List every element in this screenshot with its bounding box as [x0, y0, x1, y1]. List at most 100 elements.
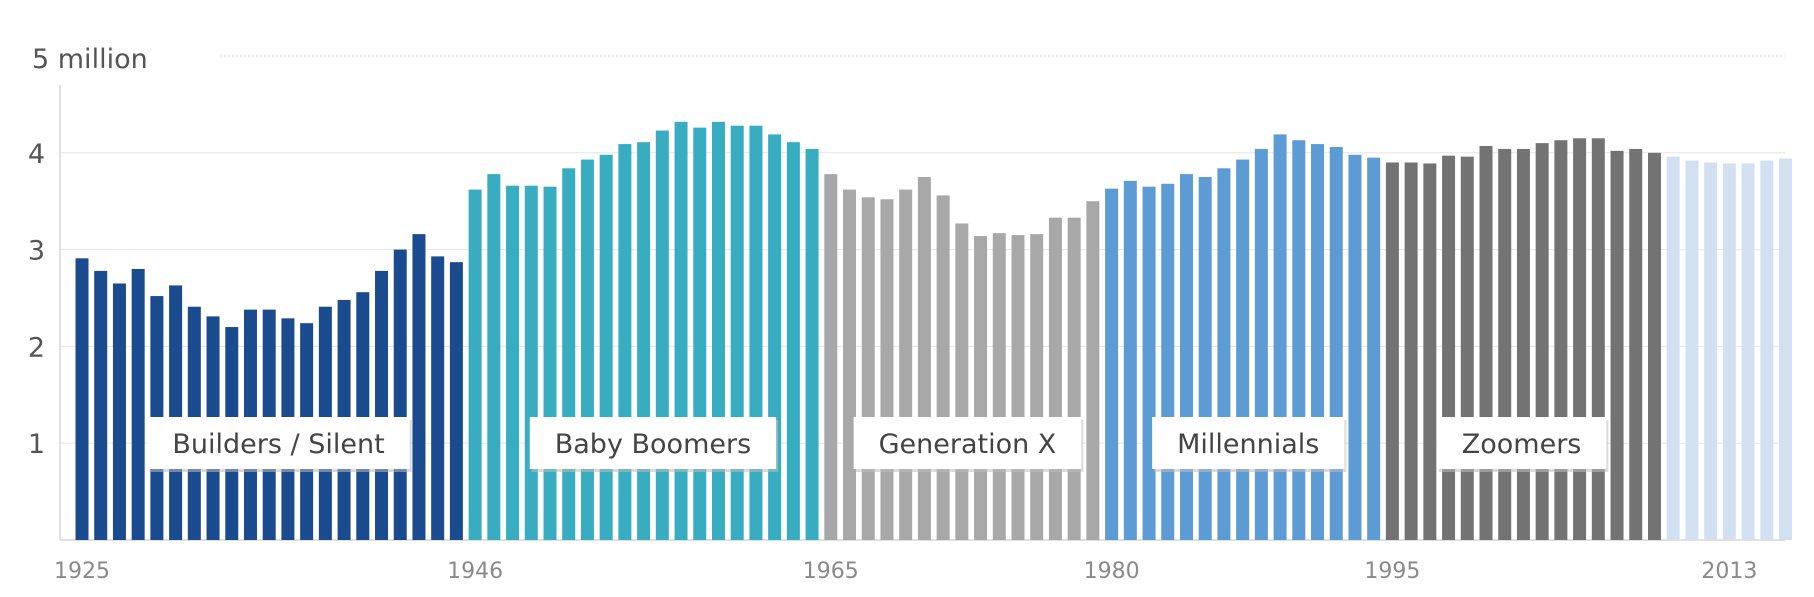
bar — [693, 127, 707, 540]
bar — [1123, 180, 1137, 540]
bar — [917, 177, 931, 540]
bar — [936, 195, 950, 540]
bar — [655, 130, 669, 541]
bar — [618, 144, 632, 540]
y-tick-label: 1 — [28, 429, 45, 460]
bar — [1610, 150, 1624, 541]
generation-label-box — [1436, 417, 1607, 469]
bar — [749, 125, 763, 540]
generation-label: Zoomers — [1436, 417, 1609, 472]
bar — [524, 185, 538, 540]
bar — [1198, 177, 1212, 540]
generation-label-box — [147, 417, 410, 469]
bar — [674, 121, 688, 540]
bar — [1760, 160, 1774, 541]
generation-label-box — [853, 417, 1082, 469]
generation-label-box — [1152, 417, 1345, 469]
bar — [1367, 157, 1381, 540]
bar — [356, 292, 370, 540]
bar — [393, 249, 407, 540]
bar — [711, 121, 725, 540]
bar — [1704, 162, 1718, 541]
generation-labels: Builders / Silent Baby Boomers Generation … — [147, 417, 1609, 472]
bar — [1722, 163, 1736, 540]
bar — [1161, 183, 1175, 540]
bar — [449, 262, 463, 540]
bar — [1179, 174, 1193, 540]
x-tick-label: 1965 — [803, 559, 859, 584]
bar — [1629, 148, 1643, 540]
bar — [1516, 148, 1530, 540]
bar — [131, 268, 145, 540]
bar — [768, 134, 782, 540]
bar — [1142, 186, 1156, 540]
bar — [1048, 217, 1062, 540]
bar — [1030, 234, 1044, 541]
bar — [974, 236, 988, 541]
bar — [1573, 138, 1587, 540]
generation-label: Millennials — [1152, 417, 1347, 472]
bar — [1647, 152, 1661, 541]
bar — [1236, 159, 1250, 540]
bar — [1385, 162, 1399, 541]
bar — [786, 142, 800, 540]
bar — [468, 189, 482, 540]
y-unit-label: 5 million — [32, 44, 148, 75]
bar — [1292, 140, 1306, 540]
generation-label-text: Zoomers — [1462, 429, 1582, 460]
bar — [75, 258, 89, 540]
bar — [1329, 146, 1343, 541]
bar — [1273, 134, 1287, 540]
y-tick-labels: 1 2 3 4 — [28, 139, 45, 460]
bar — [1105, 188, 1119, 540]
x-tick-label: 2013 — [1701, 559, 1757, 584]
bar — [412, 234, 426, 541]
bar — [1311, 144, 1325, 540]
bars — [75, 121, 1793, 541]
bar — [955, 223, 969, 540]
generation-label: Generation X — [853, 417, 1084, 472]
bar — [599, 154, 613, 541]
bar — [506, 185, 520, 540]
bar — [1498, 148, 1512, 540]
generation-label: Builders / Silent — [147, 417, 412, 472]
bar — [899, 189, 913, 540]
bar — [1591, 138, 1605, 540]
bar — [843, 189, 857, 540]
x-tick-label: 1946 — [447, 559, 503, 584]
bar — [1404, 162, 1418, 541]
bar — [1666, 156, 1680, 541]
bar — [543, 186, 557, 540]
bar — [1442, 155, 1456, 540]
generation-label: Baby Boomers — [529, 417, 779, 472]
x-tick-label: 1980 — [1084, 559, 1140, 584]
generation-label-text: Builders / Silent — [172, 429, 384, 460]
bar — [562, 168, 576, 541]
bar — [805, 148, 819, 540]
bar — [1779, 158, 1793, 541]
bar — [992, 233, 1006, 540]
bar — [1067, 217, 1081, 540]
x-tick-label: 1995 — [1364, 559, 1420, 584]
bar — [375, 270, 389, 540]
generation-label-text: Millennials — [1177, 429, 1319, 460]
bar — [1423, 163, 1437, 540]
bar — [1685, 160, 1699, 541]
bar — [580, 159, 594, 540]
bar — [1011, 235, 1025, 540]
x-tick-labels: 1925 1946 1965 1980 1995 2013 — [54, 559, 1757, 584]
bar — [1554, 140, 1568, 540]
x-tick-label: 1925 — [54, 559, 110, 584]
generation-label-text: Generation X — [879, 429, 1057, 460]
bar — [1254, 148, 1268, 540]
bar — [880, 199, 894, 540]
bar — [487, 174, 501, 540]
y-tick-label: 2 — [28, 332, 45, 363]
bar — [1348, 154, 1362, 541]
bar — [112, 283, 126, 540]
y-tick-label: 3 — [28, 236, 45, 267]
bar — [637, 142, 651, 540]
generation-label-box — [529, 417, 777, 469]
bar — [431, 256, 445, 540]
